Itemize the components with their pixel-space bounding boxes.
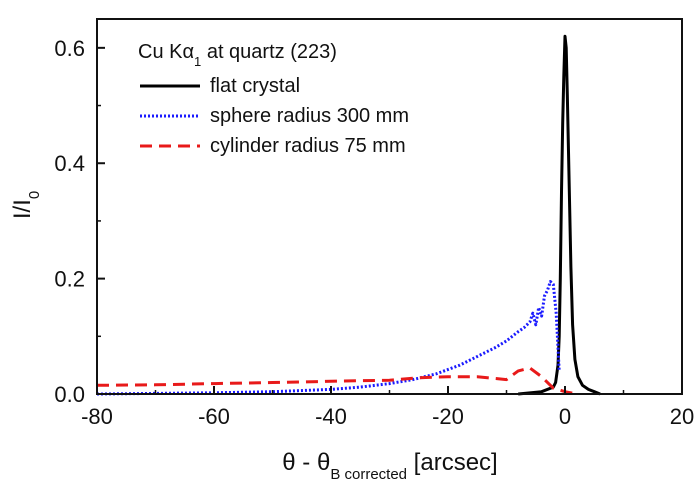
plot-series-layer	[96, 34, 601, 396]
legend-label-1: sphere radius 300 mm	[210, 105, 409, 127]
x-axis-title: θ - θB corrected [arcsec]	[282, 449, 497, 483]
x-tick-label: 20	[670, 404, 694, 429]
y-tick-label: 0.6	[54, 36, 85, 61]
legend-label-2: cylinder radius 75 mm	[210, 135, 406, 157]
x-tick-label: -40	[315, 404, 347, 429]
annotation-text: Cu Kα1 at quartz (223)	[138, 41, 337, 69]
y-axis-title: I/I0	[9, 191, 43, 219]
legend: flat crystal sphere radius 300 mm cylinder…	[140, 75, 409, 157]
x-tick-label: -60	[198, 404, 230, 429]
plot-frame	[96, 18, 683, 395]
series-line-1	[96, 280, 561, 396]
x-tick-label: 0	[559, 404, 571, 429]
x-tick-label: -20	[432, 404, 464, 429]
x-axis: -80 -60 -40 -20 0 20	[81, 386, 694, 429]
annotation: Cu Kα1 at quartz (223)	[138, 41, 337, 69]
series-line-0	[518, 34, 601, 396]
y-axis: 0.0 0.2 0.4 0.6	[54, 36, 105, 407]
series-line-2	[96, 366, 577, 396]
x-tick-label: -80	[81, 404, 113, 429]
legend-label-0: flat crystal	[210, 75, 300, 97]
y-tick-label: 0.0	[54, 382, 85, 407]
y-tick-label: 0.2	[54, 267, 85, 292]
y-tick-label: 0.4	[54, 151, 85, 176]
